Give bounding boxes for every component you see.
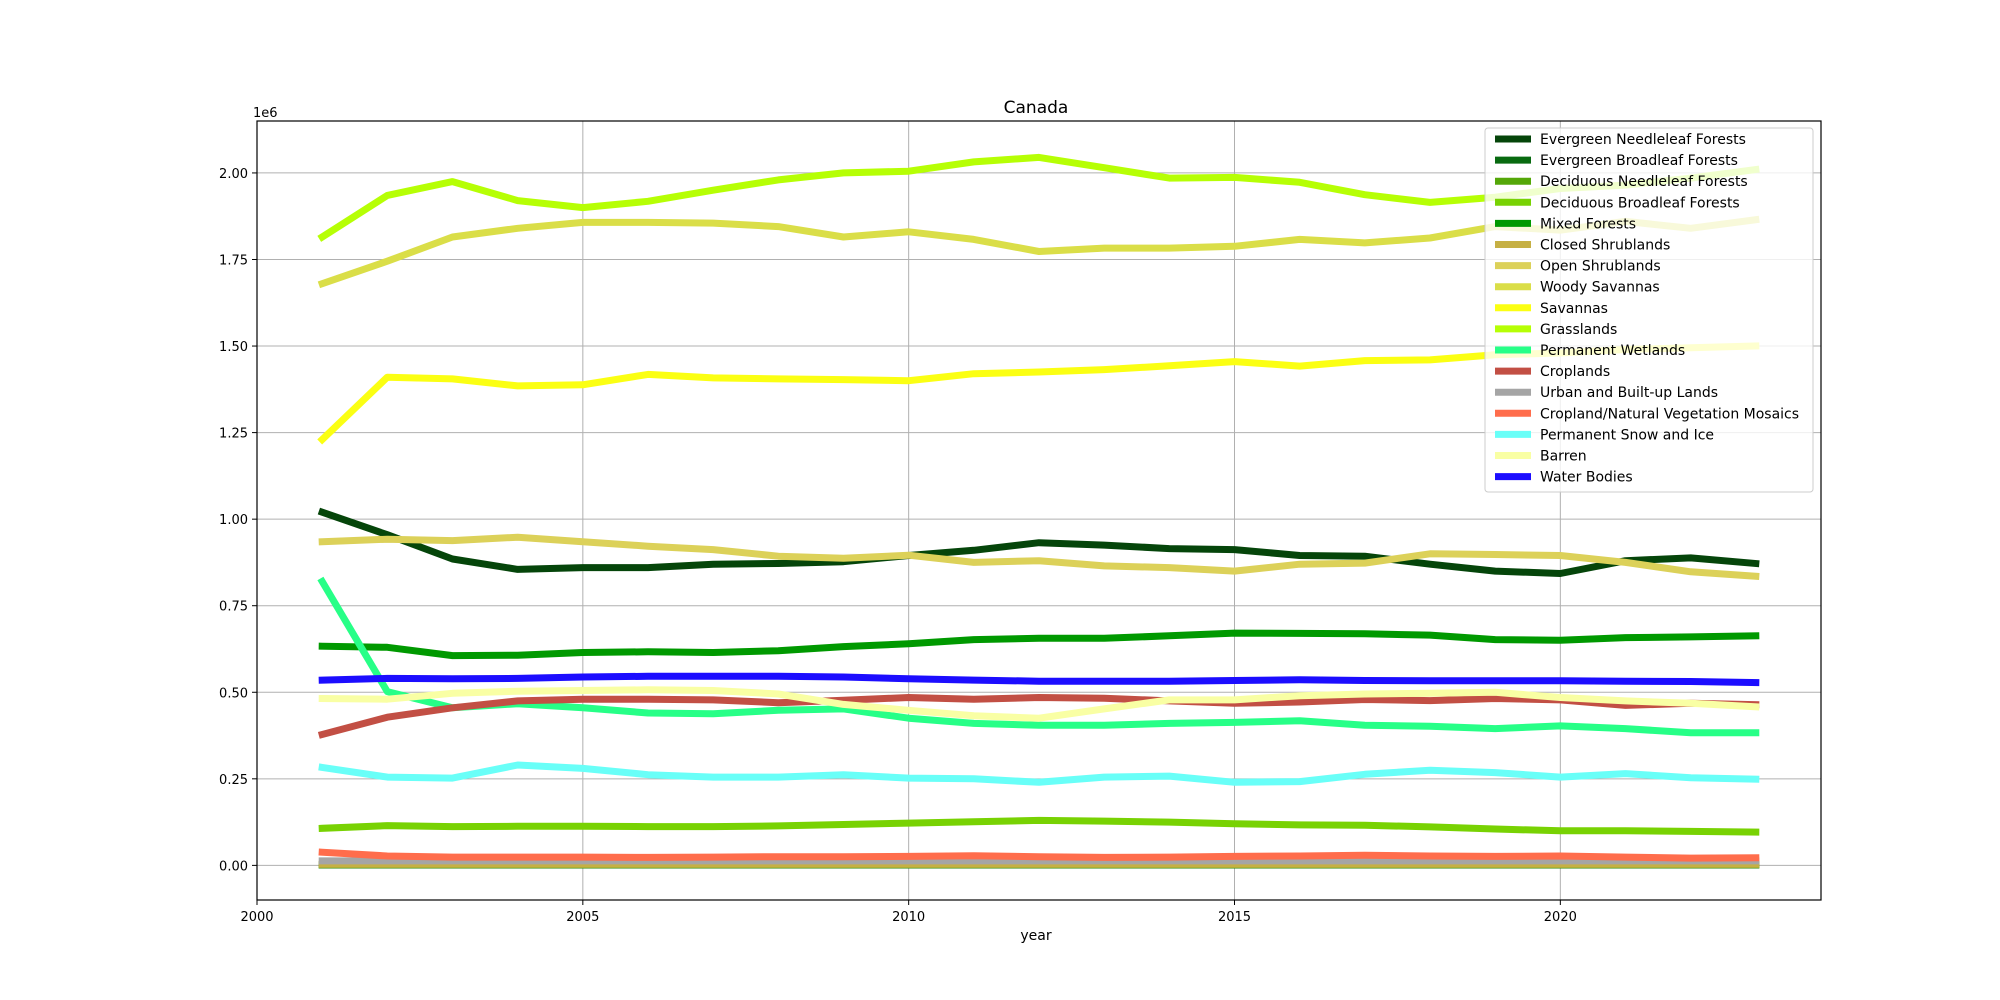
y-tick-label: 1.25 <box>219 427 248 442</box>
legend-label: Savannas <box>1540 301 1608 317</box>
legend-label: Mixed Forests <box>1540 216 1636 232</box>
legend-label: Barren <box>1540 449 1587 465</box>
legend-label: Closed Shrublands <box>1540 238 1670 254</box>
y-tick-label: 1.00 <box>219 513 248 528</box>
legend-label: Evergreen Needleleaf Forests <box>1540 132 1746 148</box>
legend-label: Cropland/Natural Vegetation Mosaics <box>1540 406 1799 422</box>
series-line-17 <box>318 672 1760 687</box>
x-tick-label: 2020 <box>1544 910 1577 925</box>
legend-label: Permanent Wetlands <box>1540 343 1685 359</box>
y-axis-offset-label: 1e6 <box>253 106 278 121</box>
y-tick-label: 0.00 <box>219 859 248 874</box>
x-tick-label: 2005 <box>566 910 599 925</box>
series-line-14 <box>318 848 1760 862</box>
series-line-7 <box>318 533 1760 581</box>
series-line-5 <box>318 629 1760 660</box>
legend-label: Permanent Snow and Ice <box>1540 427 1714 443</box>
series-line-16 <box>318 686 1760 722</box>
legend-box <box>1484 127 1814 493</box>
y-tick-label: 0.25 <box>219 773 248 788</box>
chart-title: Canada <box>1004 98 1069 118</box>
x-axis-label: year <box>1020 928 1051 944</box>
series-line-12 <box>317 694 1760 739</box>
legend-label: Deciduous Broadleaf Forests <box>1540 195 1740 211</box>
series-line-11 <box>317 576 1760 737</box>
legend-label: Evergreen Broadleaf Forests <box>1540 153 1738 169</box>
x-tick-label: 2015 <box>1218 910 1251 925</box>
y-tick-label: 1.75 <box>219 253 248 268</box>
y-tick-label: 0.75 <box>219 600 248 615</box>
legend-label: Deciduous Needleleaf Forests <box>1540 174 1748 190</box>
axis-ticks: 2000 2005 2010 2015 2020 0.00 0.25 0.50 0.75 1.00… <box>219 167 1577 925</box>
y-tick-label: 1.50 <box>219 340 248 355</box>
legend: Evergreen Needleleaf Forests Evergreen Br… <box>1484 127 1814 493</box>
legend-label: Open Shrublands <box>1540 259 1661 275</box>
x-tick-label: 2010 <box>892 910 925 925</box>
legend-label: Woody Savannas <box>1540 280 1660 296</box>
legend-label: Croplands <box>1540 364 1610 380</box>
legend-label: Urban and Built-up Lands <box>1540 385 1718 401</box>
series-line-1 <box>317 507 1760 577</box>
y-tick-label: 2.00 <box>219 167 248 182</box>
x-tick-label: 2000 <box>240 910 273 925</box>
series-line-15 <box>318 761 1760 786</box>
series-line-4 <box>318 816 1760 836</box>
legend-label: Grasslands <box>1540 322 1617 338</box>
plot-area-frame <box>256 120 1822 901</box>
legend-label: Water Bodies <box>1540 470 1633 486</box>
y-tick-label: 0.50 <box>219 686 248 701</box>
